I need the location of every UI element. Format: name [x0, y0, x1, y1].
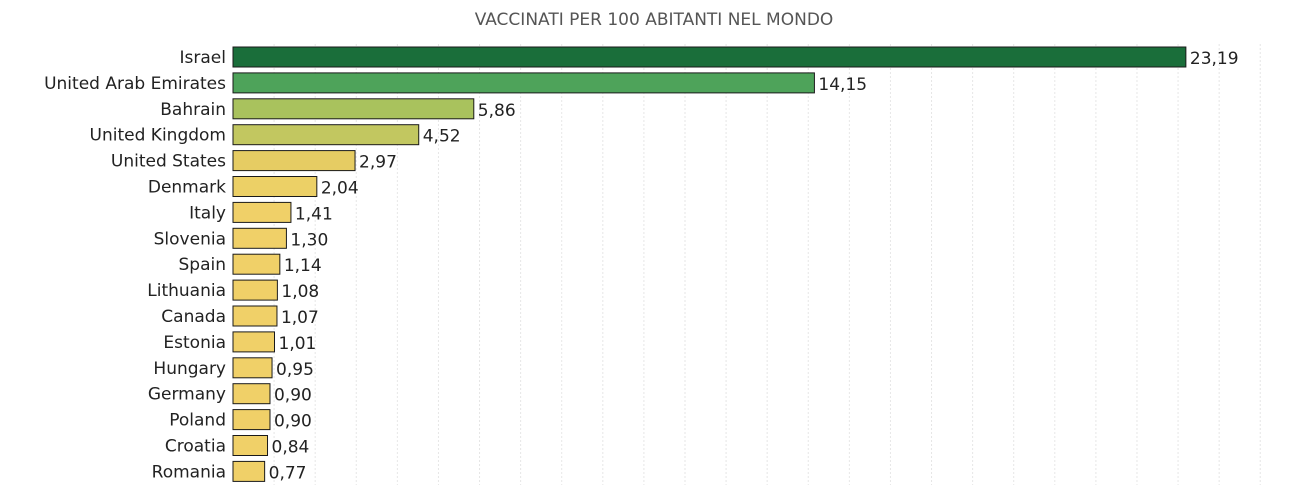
- bar: [232, 435, 269, 456]
- bar: [232, 124, 420, 146]
- value-label: 0,90: [274, 412, 312, 432]
- bars: [232, 46, 1187, 482]
- category-label: Estonia: [163, 333, 226, 353]
- value-label: 1,30: [290, 230, 328, 250]
- value-label: 1,14: [284, 256, 322, 276]
- category-label: United Arab Emirates: [44, 74, 226, 94]
- value-label: 23,19: [1190, 49, 1239, 69]
- category-label: Canada: [161, 307, 226, 327]
- bar: [232, 409, 271, 431]
- value-label: 0,90: [274, 386, 312, 406]
- value-label: 14,15: [818, 75, 867, 95]
- bar: [232, 279, 278, 301]
- bar: [232, 460, 266, 482]
- value-label: 1,07: [281, 308, 319, 328]
- category-label: Hungary: [153, 359, 226, 379]
- bar: [232, 253, 281, 275]
- category-label: Germany: [148, 385, 226, 405]
- bar: [232, 201, 292, 223]
- category-label: Israel: [180, 48, 226, 68]
- category-label: Bahrain: [160, 100, 226, 120]
- bar: [232, 331, 276, 353]
- bar: [232, 98, 475, 120]
- bar: [232, 357, 273, 379]
- value-label: 2,97: [359, 153, 397, 173]
- bar: [232, 46, 1187, 68]
- labels: Israel 23,19 United Arab Emirates 14,15 Bahr…: [44, 48, 1238, 483]
- value-label: 0,84: [272, 438, 310, 458]
- category-label: Slovenia: [154, 229, 226, 249]
- bar: [232, 383, 271, 405]
- value-label: 0,77: [269, 463, 307, 483]
- category-label: United Kingdom: [90, 126, 226, 146]
- category-label: Croatia: [165, 437, 226, 457]
- value-label: 2,04: [321, 179, 359, 199]
- chart-title: VACCINATI PER 100 ABITANTI NEL MONDO: [474, 10, 834, 30]
- category-label: Denmark: [148, 178, 226, 198]
- category-label: Poland: [169, 411, 226, 431]
- category-label: Spain: [179, 255, 227, 275]
- category-label: Lithuania: [147, 281, 226, 301]
- category-label: Romania: [152, 462, 226, 482]
- value-label: 1,41: [295, 204, 333, 224]
- bar: [232, 176, 318, 197]
- value-label: 1,08: [281, 282, 319, 302]
- bar: [232, 305, 278, 327]
- category-label: Italy: [189, 203, 226, 223]
- gridlines: [273, 44, 1261, 485]
- value-label: 1,01: [279, 334, 317, 354]
- bar: [232, 150, 356, 172]
- value-label: 5,86: [478, 101, 516, 121]
- category-label: United States: [111, 152, 226, 172]
- bar: [232, 72, 815, 94]
- bar: [232, 227, 287, 249]
- value-label: 4,52: [423, 127, 461, 147]
- value-label: 0,95: [276, 360, 314, 380]
